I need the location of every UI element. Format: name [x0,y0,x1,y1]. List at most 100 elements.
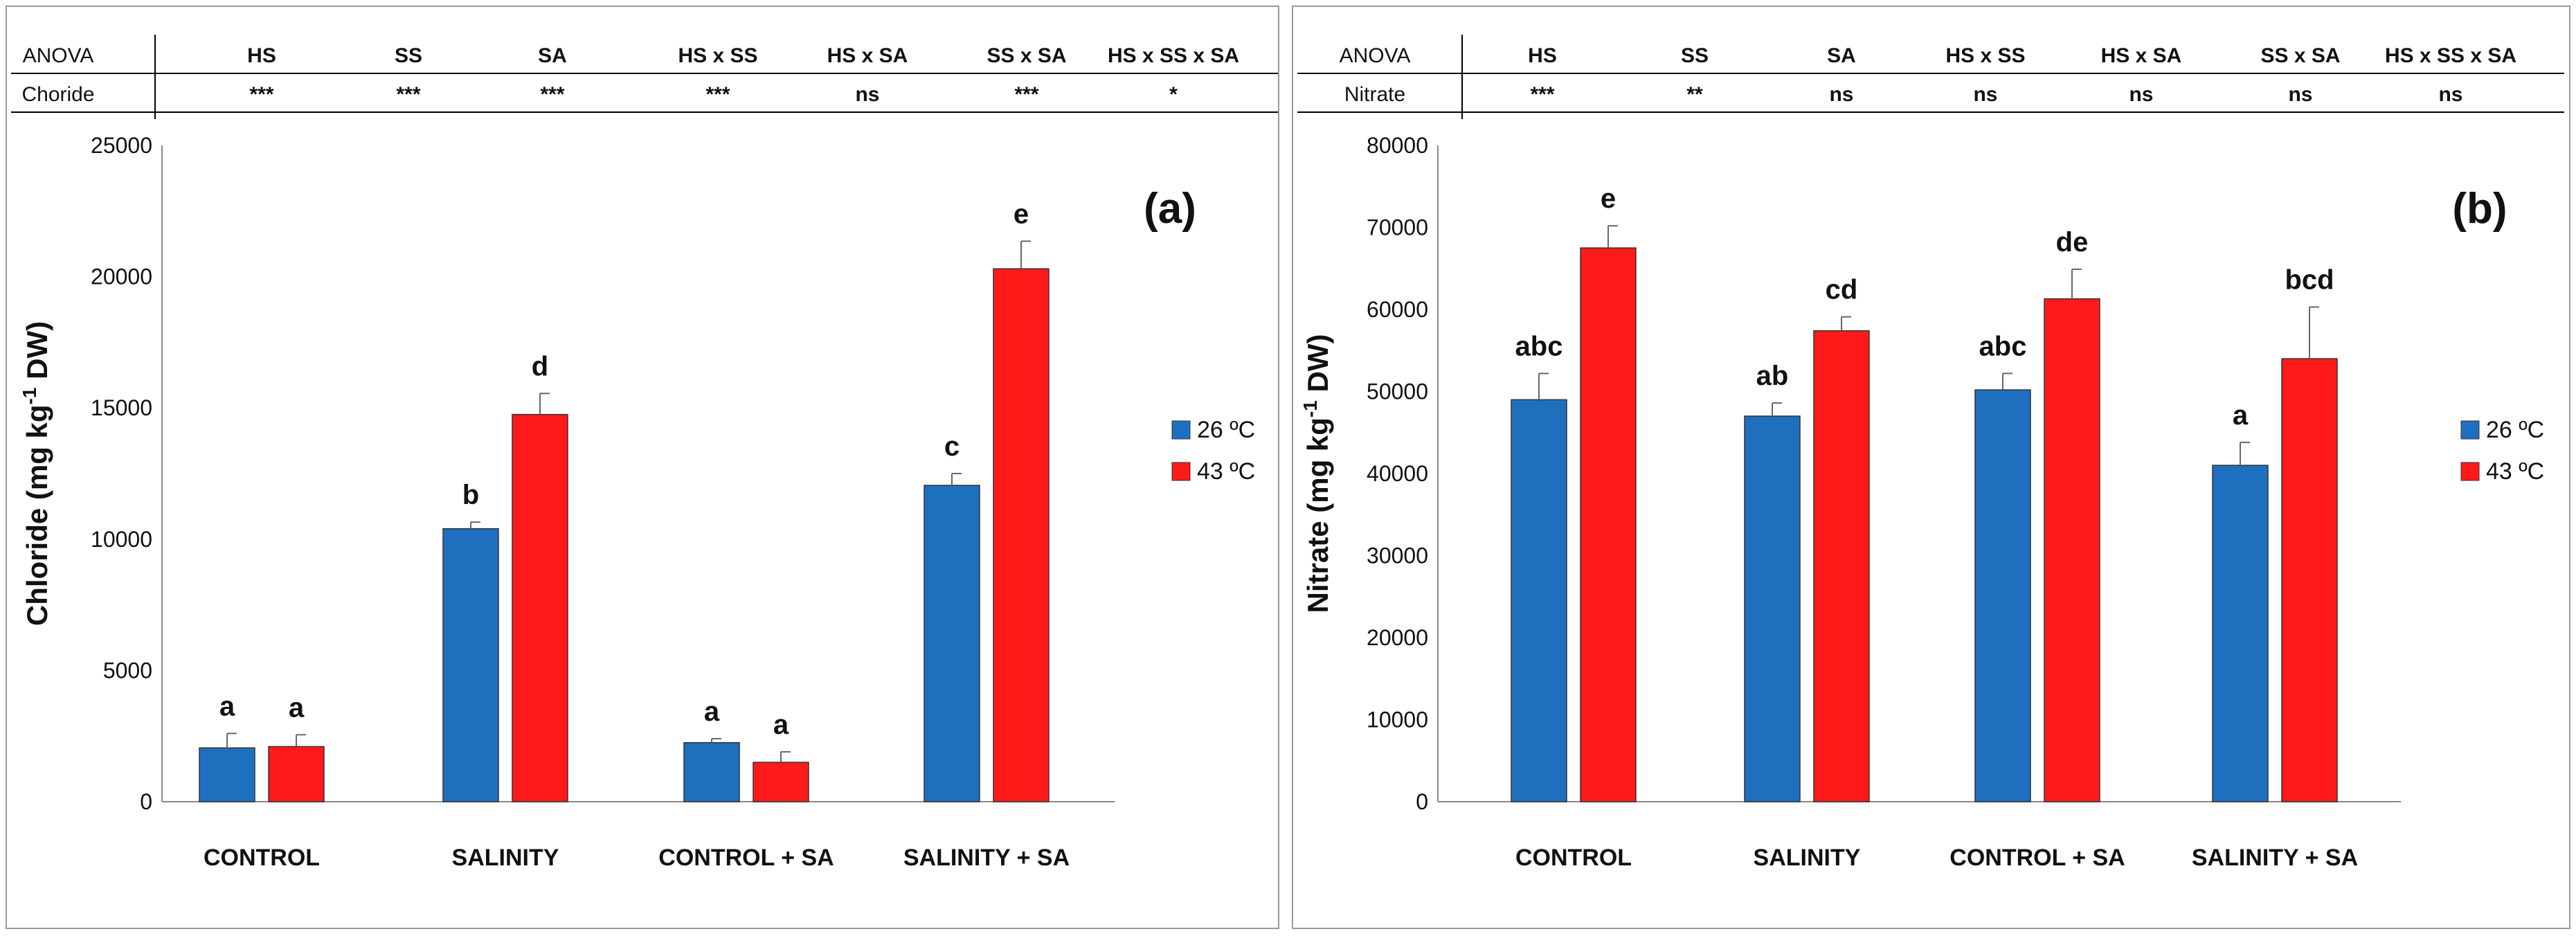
significance-letter: abc [1979,331,2027,361]
bar-43c [2281,358,2338,802]
panel-label: (a) [1144,185,1196,233]
bar-26c [683,741,740,802]
significance-letter: a [704,696,720,727]
significance-letter: c [944,431,960,462]
y-tick-label: 0 [140,789,152,814]
anova-significance-value: ns [2129,83,2153,106]
y-tick-label: 15000 [91,395,152,420]
x-category-label: CONTROL [204,845,320,871]
y-axis-title: Nitrate (mg kg-1 DW) [1299,334,1334,613]
anova-factor-ss-x-sa: SS x SA [2260,44,2340,67]
x-category-label: CONTROL + SA [1949,845,2125,871]
anova-header-label: ANOVA [1340,44,1411,67]
significance-letter: e [1014,199,1029,229]
anova-significance-value: ns [1829,83,1853,106]
x-category-label: CONTROL [1515,845,1632,871]
y-tick-label: 0 [1416,789,1428,814]
bar-26c [1974,389,2031,802]
anova-row-label: Choride [21,83,94,106]
significance-letter: a [2233,400,2249,431]
bar-26c [1744,415,1801,802]
nitrate-chart-svg: ANOVA HS SS SA HS x SS HS x SA SS x SA HS x SS … [1297,35,2564,871]
y-axis-title: Chloride (mg kg-1 DW) [19,321,53,626]
anova-significance-value: *** [396,83,420,106]
y-tick-label: 50000 [1367,379,1428,404]
anova-factor-ss: SS [395,44,422,67]
significance-letter: a [773,710,789,740]
legend-label: 43 ºC [1197,458,1255,485]
significance-letter: a [289,692,305,723]
y-tick-label: 25000 [91,133,152,158]
chart-panel-nitrate: ANOVA HS SS SA HS x SS HS x SA SS x SA HS x SS … [1292,6,2570,929]
y-tick-label: 70000 [1367,215,1428,240]
anova-factor-hs-x-ss: HS x SS [678,44,757,67]
y-tick-label: 40000 [1367,461,1428,486]
anova-significance-value: *** [249,83,273,106]
significance-letter: b [462,480,479,510]
y-tick-label: 5000 [103,658,152,683]
bar-26c [924,485,980,802]
anova-significance-value: ns [2438,83,2462,106]
legend-label: 26 ºC [2486,417,2544,443]
chart-panel-chloride: ANOVA HS SS SA HS x SS HS x SA SS x SA HS x SS … [6,6,1279,929]
bar-43c [2044,298,2100,802]
anova-header-label: ANOVA [23,44,94,67]
anova-significance-value: *** [1530,83,1554,106]
legend-swatch [1171,462,1191,481]
anova-factor-sa: SA [1827,44,1856,67]
anova-factor-sa: SA [538,44,567,67]
legend-label: 26 ºC [1197,417,1255,443]
legend-swatch [2460,462,2480,481]
anova-significance-value: *** [705,83,730,106]
anova-factor-hs: HS [1528,44,1557,67]
chloride-chart-svg: ANOVA HS SS SA HS x SS HS x SA SS x SA HS x SS … [11,35,1278,871]
significance-letter: de [2056,227,2089,258]
bar-43c [268,746,325,802]
anova-factor-hs-x-sa: HS x SA [2101,44,2182,67]
anova-significance-value: ns [2288,83,2312,106]
significance-letter: abc [1515,331,1563,361]
anova-factor-hs-x-ss: HS x SS [1945,44,2025,67]
y-tick-label: 60000 [1367,297,1428,322]
anova-factor-ss: SS [1681,44,1709,67]
anova-significance-value: *** [540,83,564,106]
y-tick-label: 20000 [1367,625,1428,650]
anova-factor-hs-x-sa: HS x SA [827,44,908,67]
x-category-label: SALINITY [1754,845,1861,871]
significance-letter: e [1601,183,1616,214]
bar-26c [199,747,255,802]
y-tick-label: 10000 [91,527,152,552]
bar-26c [1511,399,1567,802]
significance-letter: bcd [2285,264,2334,295]
significance-letter: a [219,691,235,721]
y-tick-label: 10000 [1367,708,1428,732]
bar-43c [1813,330,1870,802]
bar-43c [993,268,1050,802]
anova-significance-value: ns [855,83,879,106]
x-category-label: SALINITY + SA [2192,845,2358,871]
bar-26c [2212,465,2269,802]
bar-43c [753,762,809,802]
anova-significance-value: *** [1014,83,1038,106]
y-tick-label: 20000 [91,264,152,289]
bar-43c [1580,247,1637,802]
bar-43c [512,413,568,802]
anova-significance-value: ** [1686,83,1703,106]
anova-factor-hs: HS [247,44,276,67]
significance-letter: cd [1826,275,1858,305]
x-category-label: SALINITY [452,845,559,871]
y-tick-label: 80000 [1367,133,1428,158]
x-category-label: CONTROL + SA [658,845,834,871]
anova-factor-ss-x-sa: SS x SA [987,44,1066,67]
anova-significance-value: * [1169,83,1178,106]
significance-letter: ab [1756,361,1789,391]
anova-factor-hs-x-ss-x-sa: HS x SS x SA [2385,44,2516,67]
anova-significance-value: ns [1973,83,1997,106]
legend-swatch [1171,420,1191,440]
anova-row-label: Nitrate [1344,83,1405,106]
significance-letter: d [532,351,548,381]
bar-26c [442,528,499,802]
y-tick-label: 30000 [1367,543,1428,568]
x-category-label: SALINITY + SA [903,845,1070,871]
legend-label: 43 ºC [2486,458,2544,485]
